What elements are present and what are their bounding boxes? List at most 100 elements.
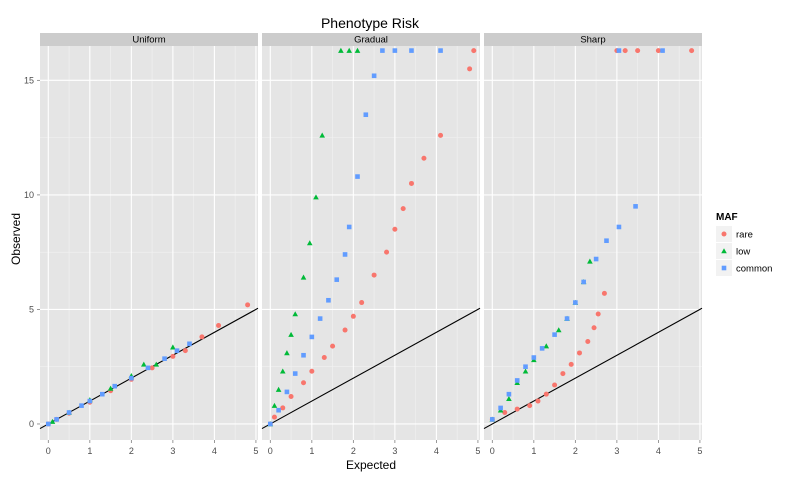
- strip-background: [40, 33, 258, 46]
- x-axis-title: Expected: [346, 458, 396, 472]
- data-point-common: [531, 355, 537, 360]
- data-point-common: [174, 348, 180, 353]
- plot-background: [262, 46, 480, 440]
- panel-points: [45, 302, 251, 427]
- data-point-common: [392, 48, 398, 53]
- x-tick-label: 3: [614, 446, 619, 456]
- data-point-rare: [585, 339, 591, 344]
- data-point-common: [581, 279, 586, 285]
- data-point-low: [354, 47, 361, 53]
- data-point-low: [279, 368, 286, 374]
- data-point-common: [573, 300, 578, 305]
- data-point-low: [153, 361, 160, 367]
- data-point-rare: [568, 361, 574, 367]
- data-point-rare: [182, 348, 188, 354]
- data-point-common: [87, 398, 93, 404]
- x-tick-label: 1: [531, 446, 536, 456]
- x-tick-label: 1: [309, 446, 314, 456]
- data-point-low: [543, 343, 550, 349]
- data-point-common: [363, 112, 369, 118]
- data-point-rare: [591, 325, 597, 331]
- reference-line-y-equals-x: [261, 307, 481, 430]
- data-point-rare: [170, 353, 176, 359]
- data-point-low: [141, 361, 147, 367]
- data-point-common: [514, 378, 520, 383]
- data-point-rare: [689, 48, 695, 54]
- data-point-rare: [467, 66, 473, 72]
- strip-label: Sharp: [580, 35, 605, 46]
- data-point-low: [107, 385, 114, 391]
- data-point-common: [317, 316, 323, 321]
- data-point-rare: [421, 155, 427, 161]
- data-point-rare: [359, 300, 365, 306]
- data-point-common: [162, 356, 167, 361]
- data-point-rare: [350, 313, 356, 319]
- data-point-low: [587, 258, 593, 264]
- data-point-common: [112, 383, 118, 389]
- data-point-rare: [560, 371, 566, 377]
- x-tick-label: 0: [268, 446, 273, 456]
- data-point-rare: [384, 249, 390, 255]
- data-point-low: [506, 395, 512, 402]
- x-tick-label: 2: [351, 446, 356, 456]
- series-common: [490, 48, 665, 422]
- data-point-rare: [438, 132, 444, 138]
- data-point-rare: [330, 343, 336, 349]
- strip-label: Uniform: [132, 35, 165, 46]
- legend-item-rare: rare: [716, 226, 753, 242]
- data-point-common: [301, 352, 306, 358]
- data-point-common: [66, 410, 72, 415]
- data-point-rare: [199, 334, 205, 340]
- legend-key-common: [721, 265, 727, 271]
- x-tick-label: 4: [434, 446, 439, 456]
- data-point-low: [313, 194, 319, 200]
- strip-background: [262, 33, 480, 46]
- data-point-common: [342, 252, 348, 257]
- data-point-common: [145, 365, 151, 371]
- data-point-common: [498, 405, 503, 411]
- x-tick-label: 5: [253, 446, 258, 456]
- data-point-rare: [502, 410, 508, 416]
- x-tick-label: 2: [573, 446, 578, 456]
- panel-points: [267, 47, 477, 427]
- y-tick-label: 0: [29, 419, 34, 429]
- data-point-low: [275, 386, 282, 392]
- data-point-common: [490, 417, 495, 422]
- panel-gradual: Gradual 0 1 2 3 4 5: [261, 33, 481, 456]
- data-point-common: [79, 403, 84, 408]
- data-point-rare: [149, 365, 155, 371]
- y-tick-label: 10: [24, 190, 34, 200]
- data-point-common: [523, 364, 528, 369]
- data-point-low: [170, 344, 176, 350]
- data-point-low: [49, 418, 56, 424]
- legend-label-rare: rare: [736, 230, 753, 241]
- x-tick-label: 3: [392, 446, 397, 456]
- reference-line-y-equals-x: [483, 307, 703, 430]
- data-point-low: [555, 327, 562, 333]
- data-point-rare: [408, 180, 414, 186]
- data-point-common: [276, 407, 281, 413]
- data-point-common: [346, 224, 352, 230]
- data-point-common: [380, 48, 385, 53]
- x-tick-label: 5: [475, 446, 480, 456]
- data-point-rare: [595, 311, 601, 317]
- legend-item-low: low: [716, 243, 750, 259]
- data-point-common: [506, 391, 512, 397]
- x-tick-label: 1: [87, 446, 92, 456]
- data-point-common: [334, 277, 340, 282]
- data-point-common: [268, 421, 273, 427]
- data-point-common: [616, 48, 622, 53]
- data-point-rare: [471, 48, 477, 54]
- strip-label: Gradual: [354, 35, 388, 46]
- x-tick-label: 0: [490, 446, 495, 456]
- x-tick-label: 3: [170, 446, 175, 456]
- data-point-low: [338, 47, 344, 53]
- y-tick-label: 15: [24, 75, 34, 85]
- data-point-rare: [280, 405, 286, 411]
- panel-uniform: Uniform 0 1 2 3 4 5: [39, 33, 258, 456]
- x-tick-label: 2: [129, 446, 134, 456]
- data-point-common: [54, 417, 59, 422]
- data-point-rare: [371, 272, 377, 278]
